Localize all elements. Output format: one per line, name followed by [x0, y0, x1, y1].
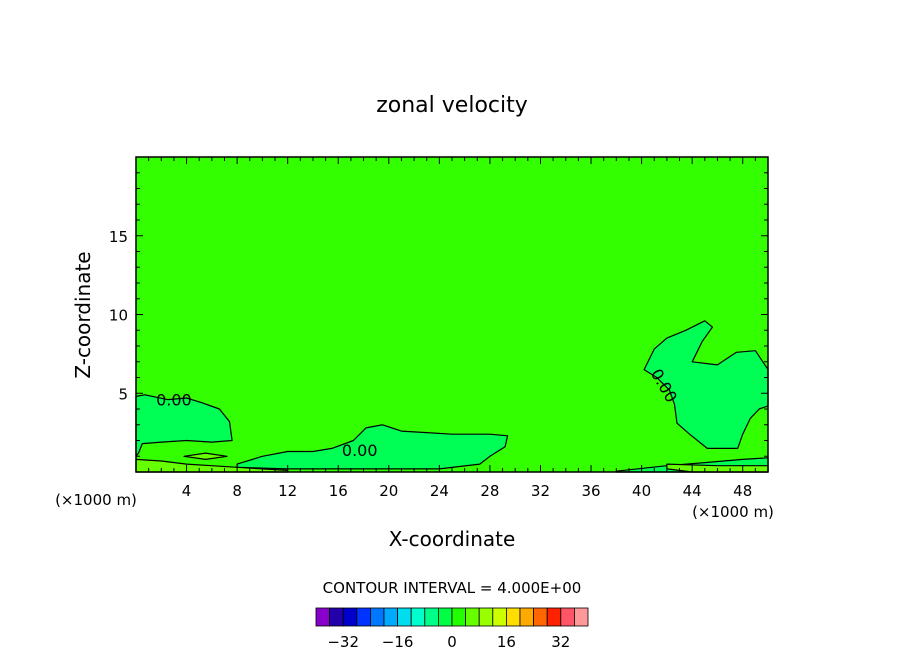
x-tick-label: 12 [278, 482, 297, 500]
colorbar-tick-label: 0 [447, 633, 457, 651]
x-axis-label: X-coordinate [389, 527, 516, 551]
x-tick-label: 20 [379, 482, 398, 500]
colorbar-tick-label: −32 [327, 633, 359, 651]
colorbar-swatch [451, 607, 467, 627]
x-tick-label: 16 [329, 482, 348, 500]
x-tick-label: 4 [182, 482, 192, 500]
colorbar-swatch [342, 607, 358, 627]
colorbar-swatch [410, 607, 426, 627]
colorbar-swatch [574, 607, 589, 627]
contour-region-5 [183, 452, 228, 460]
colorbar-swatch [437, 607, 453, 627]
colorbar-swatch [505, 607, 521, 627]
colorbar-swatch [369, 607, 385, 627]
colorbar-swatch [383, 607, 399, 627]
y-tick-label: 10 [109, 307, 128, 325]
x-axis-ticks: 4 8 12 16 20 24 28 32 36 40 44 48 [148, 157, 756, 500]
contour-interval-text: CONTOUR INTERVAL = 4.000E+00 [323, 579, 582, 597]
colorbar-tick-label: 32 [551, 633, 570, 651]
x-tick-label: 40 [632, 482, 651, 500]
colorbar-swatch [356, 607, 371, 627]
field-background [136, 157, 768, 472]
colorbar-swatch [424, 607, 439, 627]
x-tick-label: 36 [581, 482, 600, 500]
x-tick-label: 24 [430, 482, 449, 500]
colorbar-swatch [315, 607, 331, 627]
x-tick-label: 28 [480, 482, 499, 500]
colorbar-swatch [546, 607, 562, 627]
y-tick-label: 15 [109, 228, 128, 246]
colorbar-swatch [465, 607, 480, 627]
x-tick-label: 32 [531, 482, 550, 500]
y-tick-label: 5 [118, 385, 128, 403]
chart-title: zonal velocity [376, 93, 528, 118]
y-axis-ticks: 5 10 15 [109, 172, 768, 457]
contour-label-0: 0.00 [156, 391, 192, 410]
colorbar-tick-label: 16 [497, 633, 516, 651]
x-tick-label: 8 [232, 482, 242, 500]
colorbar-swatch [519, 607, 535, 627]
contour-region-0 [135, 394, 233, 457]
colorbar-swatch [533, 607, 548, 627]
colorbar [315, 607, 589, 627]
colorbar-swatch [560, 607, 575, 627]
x-unit-label-left: (×1000 m) [55, 491, 137, 509]
contour-label-1: 0.00 [342, 441, 378, 460]
colorbar-swatch [492, 607, 507, 627]
velocity-field [135, 157, 769, 473]
x-unit-label-right: (×1000 m) [692, 503, 774, 521]
x-tick-label: 44 [683, 482, 702, 500]
x-tick-label: 48 [733, 482, 752, 500]
y-axis-label: Z-coordinate [71, 251, 95, 378]
colorbar-swatch [329, 607, 344, 627]
colorbar-swatch [478, 607, 494, 627]
colorbar-swatch [397, 607, 412, 627]
colorbar-tick-labels: −32 −16 0 16 32 [327, 633, 570, 651]
colorbar-tick-label: −16 [382, 633, 414, 651]
